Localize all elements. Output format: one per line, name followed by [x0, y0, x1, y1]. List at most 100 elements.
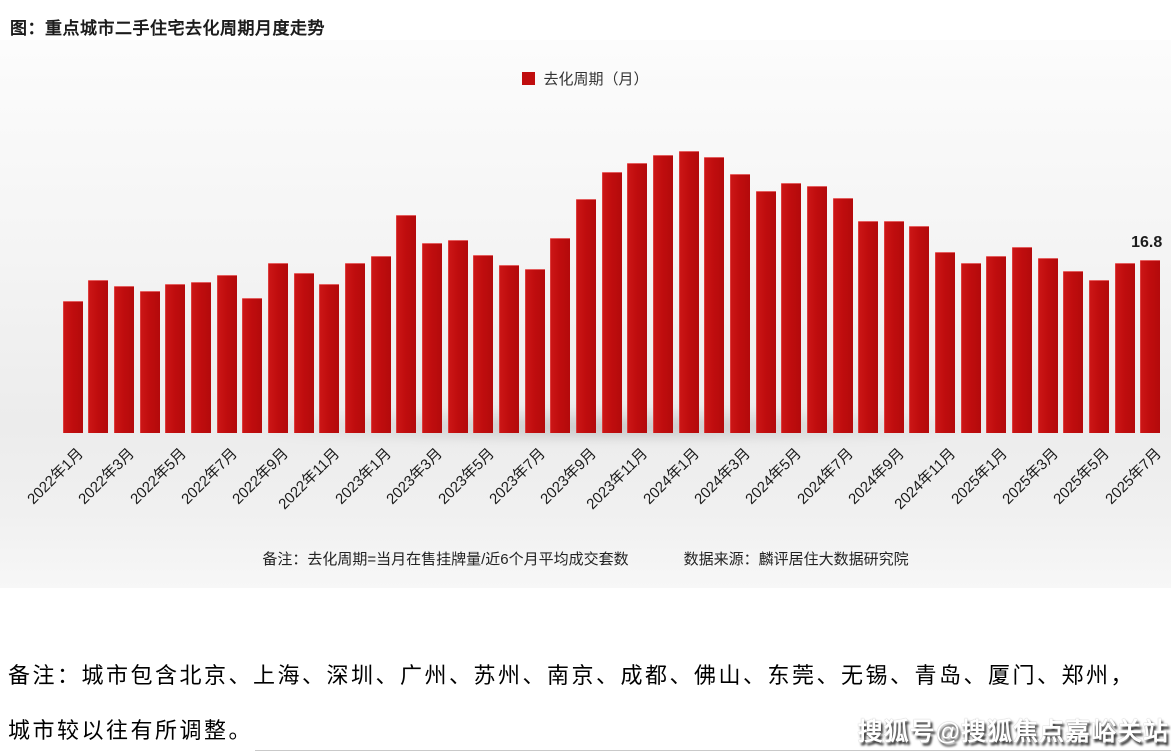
- bar-slot-2023年4月: [445, 40, 471, 433]
- bar-slot-2025年5月: 2025年5月: [1050, 40, 1113, 508]
- bar-slot-2022年12月: [342, 40, 368, 433]
- chart-note-row: 备注：去化周期=当月在售挂牌量/近6个月平均成交套数 数据来源：麟评居住大数据研…: [0, 548, 1171, 569]
- bar-slot-2023年6月: [496, 40, 522, 433]
- bar-2025年2月: [1012, 247, 1033, 433]
- bar-2022年3月: [114, 286, 135, 433]
- bar-slot-2024年5月: 2024年5月: [743, 40, 805, 508]
- bar-2023年8月: [550, 238, 571, 433]
- chart-figure: 去化周期（月） 2022年1月 2022年3月 2022年5月 2022年7月 2022…: [0, 40, 1171, 588]
- plot-area: 2022年1月 2022年3月 2022年5月 2022年7月 2022年9月 2022年…: [24, 40, 1165, 513]
- bar-2024年10月: [909, 226, 930, 433]
- bar-2024年11月: [935, 252, 956, 433]
- bar-slot-2022年11月: 2022年11月: [276, 40, 344, 513]
- bar-slot-2025年6月: [1112, 40, 1138, 433]
- bar-2023年3月: [422, 243, 443, 433]
- bar-slot-2025年7月: 2025年7月 16.8: [1102, 40, 1165, 508]
- bar-2023年11月: [627, 163, 648, 433]
- bar-slot-2024年11月: 2024年11月: [891, 40, 959, 513]
- bar-slot-2022年10月: [291, 40, 317, 433]
- bar-slot-2022年3月: 2022年3月: [76, 40, 138, 508]
- bar-slot-2023年11月: 2023年11月: [584, 40, 651, 513]
- bar-slot-2025年3月: 2025年3月: [999, 40, 1062, 508]
- bar-2025年7月: [1140, 260, 1161, 433]
- bar-slot-2022年7月: 2022年7月: [178, 40, 241, 508]
- bar-2022年5月: [165, 284, 186, 433]
- bar-slot-2024年8月: [855, 40, 881, 433]
- bar-slot-2022年5月: 2022年5月: [127, 40, 190, 508]
- bar-2022年7月: [216, 275, 237, 433]
- bar-2023年6月: [498, 265, 519, 433]
- legend-label: 去化周期（月）: [543, 71, 649, 88]
- bar-slot-2023年8月: [547, 40, 573, 433]
- bar-2025年1月: [986, 256, 1007, 433]
- bar-slot-2022年6月: [188, 40, 214, 433]
- bar-slot-2024年6月: [804, 40, 830, 433]
- bar-2022年10月: [293, 273, 314, 433]
- bar-slot-2022年8月: [240, 40, 266, 433]
- bar-slot-2025年4月: [1061, 40, 1087, 433]
- bar-slot-2022年2月: [86, 40, 112, 433]
- bar-2022年8月: [242, 298, 263, 433]
- bar-slot-2024年7月: 2024年7月: [794, 40, 857, 508]
- bar-2022年9月: [268, 263, 289, 433]
- bar-slot-2024年12月: [958, 40, 984, 433]
- bar-2023年9月: [575, 199, 596, 433]
- footnote: 备注：城市包含北京、上海、深圳、广州、苏州、南京、成都、佛山、东莞、无锡、青岛、…: [8, 648, 1168, 753]
- bar-2024年5月: [781, 183, 802, 433]
- footnote-line2: 城市较以往有所调整。: [8, 718, 254, 743]
- bar-slot-2023年3月: 2023年3月: [383, 40, 446, 508]
- chart-note: 备注：去化周期=当月在售挂牌量/近6个月平均成交套数: [262, 551, 629, 568]
- chart-title: 图：重点城市二手住宅去化周期月度走势: [10, 19, 325, 38]
- bar-2025年4月: [1063, 271, 1084, 433]
- bar-2024年1月: [678, 151, 699, 433]
- bar-2022年2月: [88, 280, 109, 433]
- bar-slot-2025年1月: 2025年1月: [948, 40, 1011, 508]
- watermark: 搜狐号@搜狐焦点嘉峪关站: [857, 718, 1169, 746]
- bar-2023年7月: [524, 269, 545, 433]
- bar-2024年6月: [806, 186, 827, 433]
- chart-legend: 去化周期（月）: [0, 68, 1171, 89]
- bar-2025年6月: [1114, 263, 1135, 433]
- bar-slot-2022年9月: 2022年9月: [229, 40, 292, 508]
- bar-2024年9月: [883, 221, 904, 433]
- bar-2024年2月: [704, 157, 725, 433]
- bar-2025年3月: [1037, 258, 1058, 433]
- bottom-divider: [255, 750, 1171, 751]
- bar-2024年8月: [858, 221, 879, 433]
- chart-source: 数据来源：麟评居住大数据研究院: [683, 551, 909, 568]
- legend-swatch-icon: [522, 72, 536, 85]
- bar-slot-2024年2月: [701, 40, 727, 433]
- bar-slot-2023年10月: [599, 40, 625, 433]
- bar-slot-2023年2月: [394, 40, 420, 433]
- bar-2022年6月: [191, 282, 212, 433]
- last-bar-value-label: 16.8: [1131, 234, 1163, 251]
- bar-slot-2024年1月: 2024年1月: [640, 40, 703, 508]
- bar-slot-2023年1月: 2023年1月: [332, 40, 395, 508]
- bar-2024年7月: [832, 198, 853, 433]
- bar-slot-2024年3月: 2024年3月: [691, 40, 754, 508]
- bar-slot-2022年4月: [137, 40, 163, 433]
- bar-slot-2024年4月: [753, 40, 779, 433]
- bar-2023年12月: [652, 155, 673, 433]
- bar-slot-2023年7月: 2023年7月: [486, 40, 549, 508]
- bar-2023年4月: [447, 240, 468, 433]
- bar-slot-2025年2月: [1009, 40, 1035, 433]
- bar-slot-2023年5月: 2023年5月: [435, 40, 497, 508]
- bar-2022年12月: [345, 263, 366, 433]
- bar-2024年12月: [960, 263, 981, 433]
- bar-2023年5月: [473, 255, 494, 433]
- bar-2022年1月: [62, 301, 83, 433]
- bar-2023年1月: [370, 256, 391, 433]
- bar-slot-2024年10月: [907, 40, 933, 433]
- bar-2023年2月: [396, 215, 417, 433]
- bar-slot-2022年1月: 2022年1月: [24, 40, 87, 508]
- bar-2022年11月: [319, 284, 340, 433]
- bar-2024年4月: [755, 191, 776, 433]
- footnote-line1: 备注：城市包含北京、上海、深圳、广州、苏州、南京、成都、佛山、东莞、无锡、青岛、…: [8, 663, 1136, 688]
- bar-2023年10月: [601, 172, 622, 433]
- bar-2025年5月: [1089, 280, 1110, 433]
- bar-slot-2024年9月: 2024年9月: [845, 40, 908, 508]
- bar-slot-2023年9月: 2023年9月: [537, 40, 600, 508]
- bar-2022年4月: [139, 291, 160, 433]
